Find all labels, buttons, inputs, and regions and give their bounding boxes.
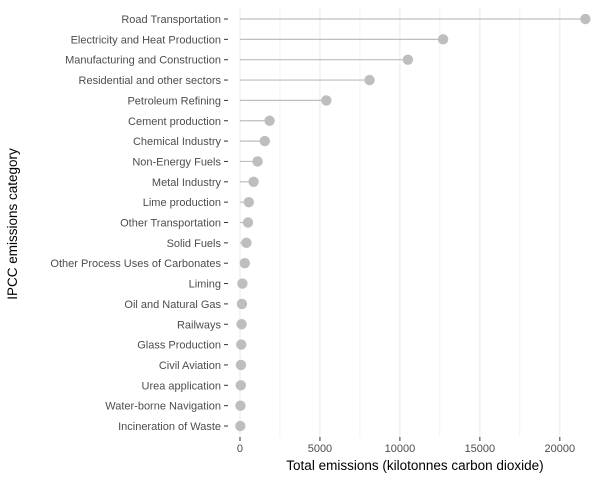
- data-point: [259, 135, 270, 147]
- data-point: [402, 54, 414, 65]
- y-tick-label: Cement production: [128, 116, 221, 128]
- y-tick-label: Lime production: [143, 197, 221, 209]
- y-tick-label: Metal Industry: [152, 177, 222, 189]
- y-tick-label: Manufacturing and Construction: [65, 55, 221, 67]
- data-point: [235, 420, 246, 432]
- data-point: [235, 359, 247, 371]
- data-point: [239, 258, 250, 269]
- y-tick-label: Incineration of Waste: [118, 421, 221, 433]
- y-tick-label: Other Transportation: [120, 218, 221, 230]
- data-point: [236, 339, 247, 350]
- y-tick-label: Non-Energy Fuels: [132, 156, 221, 168]
- y-tick-label: Chemical Industry: [133, 136, 222, 148]
- lollipop-points: [235, 13, 591, 432]
- x-tick-label: 10000: [385, 443, 416, 455]
- data-point: [235, 380, 246, 391]
- y-tick-label: Electricity and Heat Production: [71, 34, 221, 46]
- y-tick-label: Residential and other sectors: [79, 75, 222, 87]
- x-axis-title: Total emissions (kilotonnes carbon dioxi…: [286, 458, 543, 473]
- data-point: [236, 298, 248, 310]
- y-tick-label: Urea application: [142, 380, 222, 392]
- y-tick-label: Civil Aviation: [159, 360, 221, 372]
- data-point: [580, 13, 591, 25]
- data-point: [236, 319, 247, 330]
- y-tick-label: Other Process Uses of Carbonates: [50, 258, 221, 270]
- data-point: [364, 74, 375, 86]
- y-tick-label: Railways: [177, 319, 222, 331]
- y-axis-title: IPCC emissions category: [5, 148, 20, 300]
- x-axis: 0 5000 10000 15000 20000: [237, 437, 575, 455]
- data-point: [321, 95, 332, 106]
- y-tick-label: Water-borne Navigation: [105, 401, 221, 413]
- y-tick-label: Glass Production: [137, 340, 221, 352]
- y-tick-label: Petroleum Refining: [127, 95, 221, 107]
- data-point: [237, 278, 248, 289]
- data-point: [252, 156, 263, 167]
- x-tick-label: 5000: [308, 443, 332, 455]
- data-point: [235, 400, 246, 411]
- lollipop-stems: [239, 18, 586, 427]
- y-tick-label: Liming: [189, 279, 221, 291]
- data-point: [242, 217, 254, 228]
- y-tick-label: Road Transportation: [121, 14, 221, 26]
- y-tick-label: Oil and Natural Gas: [124, 299, 221, 311]
- data-point: [437, 34, 449, 45]
- y-tick-label: Solid Fuels: [167, 238, 222, 250]
- x-tick-label: 20000: [545, 443, 576, 455]
- grid-lines: [239, 8, 561, 437]
- data-point: [241, 237, 252, 249]
- x-tick-label: 15000: [465, 443, 496, 455]
- data-point: [264, 115, 275, 126]
- x-tick-label: 0: [237, 443, 243, 455]
- data-point: [248, 176, 259, 187]
- data-point: [243, 196, 254, 208]
- y-axis: Road Transportation Electricity and Heat …: [50, 14, 228, 433]
